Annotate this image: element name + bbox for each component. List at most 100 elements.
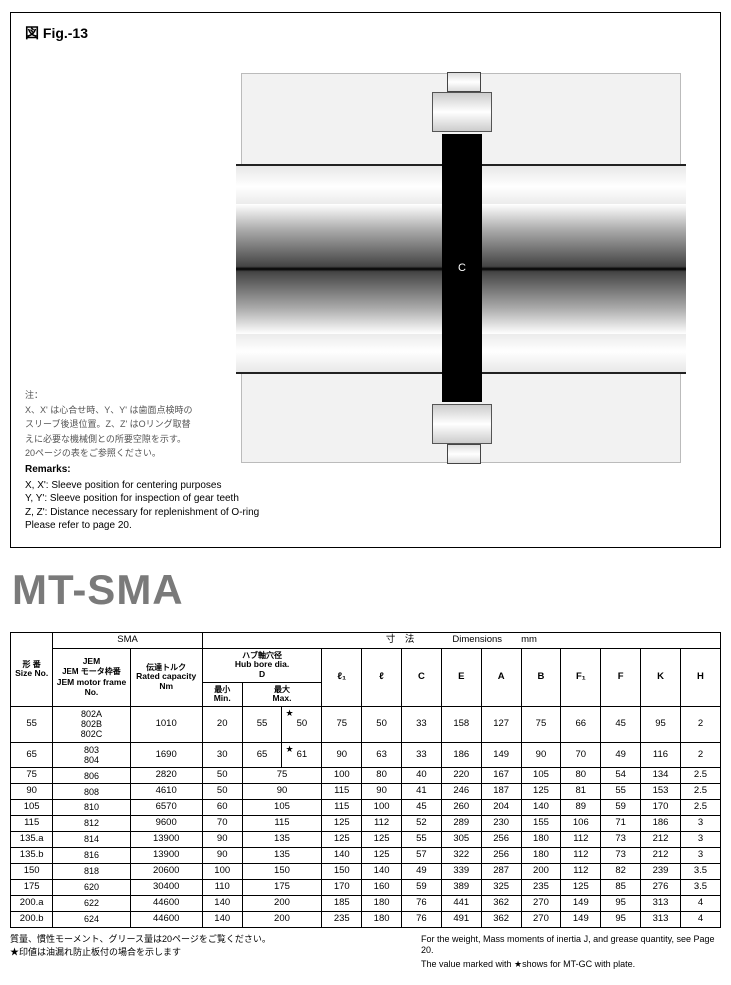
cell-B: 180 (521, 847, 561, 863)
diagram-bolt-top (432, 92, 492, 132)
cell-l1: 235 (322, 911, 362, 927)
col-F: F (601, 648, 641, 706)
cell-F1: 106 (561, 816, 601, 832)
col-sma-group: SMA (53, 633, 202, 649)
cell-torque: 2820 (130, 768, 202, 784)
cell-F: 54 (601, 768, 641, 784)
remarks-en-head: Remarks: (25, 463, 259, 477)
cell-F1: 112 (561, 863, 601, 879)
table-row: 135.a 814 13900 90 135 125 125 55 305 25… (11, 832, 721, 848)
cell-E: 322 (441, 847, 481, 863)
remarks-en-line: Please refer to page 20. (25, 519, 259, 533)
cell-K: 313 (641, 911, 681, 927)
cell-E: 186 (441, 742, 481, 768)
cell-A: 325 (481, 879, 521, 895)
cell-A: 362 (481, 911, 521, 927)
cell-F1: 112 (561, 832, 601, 848)
table-row: 135.b 816 13900 90 135 140 125 57 322 25… (11, 847, 721, 863)
cell-F: 55 (601, 784, 641, 800)
cell-C: 76 (402, 911, 442, 927)
cell-min: 100 (202, 863, 242, 879)
cell-max: 135 (242, 847, 322, 863)
cell-max: 175 (242, 879, 322, 895)
cell-B: 270 (521, 911, 561, 927)
cell-F: 73 (601, 847, 641, 863)
cell-torque: 20600 (130, 863, 202, 879)
cell-B: 155 (521, 816, 561, 832)
remarks-jp-line: スリーブ後退位置。Z、Z' はOリング取替 (25, 418, 225, 431)
table-row: 90 808 4610 50 90 115 90 41 246 187 125 … (11, 784, 721, 800)
cell-H: 3 (680, 847, 720, 863)
cell-jem: 806 (53, 768, 130, 784)
col-F1: F₁ (561, 648, 601, 706)
cell-C: 45 (402, 800, 442, 816)
cell-max: 90 (242, 784, 322, 800)
cell-torque: 4610 (130, 784, 202, 800)
footnote-line: ★印値は油漏れ防止板付の場合を示します (10, 947, 271, 959)
cell-jem: 812 (53, 816, 130, 832)
cell-torque: 6570 (130, 800, 202, 816)
cell-F1: 66 (561, 706, 601, 742)
coupling-diagram: C (241, 73, 681, 463)
cell-H: 3 (680, 832, 720, 848)
cell-E: 305 (441, 832, 481, 848)
footnotes-jp: 質量、慣性モーメント、グリース量は20ページをご覧ください。 ★印値は油漏れ防止… (10, 934, 271, 973)
col-size: 形 番 Size No. (11, 633, 53, 707)
cell-l1: 140 (322, 847, 362, 863)
cell-max: 200 (242, 911, 322, 927)
cell-A: 167 (481, 768, 521, 784)
diagram-center-gap: C (442, 134, 482, 402)
cell-jem: 818 (53, 863, 130, 879)
table-row: 65 803804 1690 30 65 ★61 90 63 33 186 14… (11, 742, 721, 768)
cell-l1: 125 (322, 832, 362, 848)
cell-min: 50 (202, 768, 242, 784)
cell-C: 59 (402, 879, 442, 895)
col-l: ℓ (362, 648, 402, 706)
cell-C: 41 (402, 784, 442, 800)
cell-min: 50 (202, 784, 242, 800)
cell-l: 180 (362, 911, 402, 927)
remarks-en-line: X, X': Sleeve position for centering pur… (25, 479, 259, 493)
remarks-japanese: 注： X、X' は心合せ時、Y、Y' は歯面点検時の スリーブ後退位置。Z、Z'… (25, 389, 225, 462)
cell-F1: 89 (561, 800, 601, 816)
cell-F: 95 (601, 895, 641, 911)
diagram-center-label: C (458, 262, 466, 274)
cell-torque: 1690 (130, 742, 202, 768)
cell-min: 140 (202, 895, 242, 911)
cell-E: 289 (441, 816, 481, 832)
col-l1: ℓ₁ (322, 648, 362, 706)
cell-max2: ★61 (282, 742, 322, 768)
cell-max: 115 (242, 816, 322, 832)
cell-F1: 81 (561, 784, 601, 800)
cell-F: 82 (601, 863, 641, 879)
cell-K: 212 (641, 832, 681, 848)
cell-max1: 65 (242, 742, 282, 768)
cell-A: 256 (481, 847, 521, 863)
remarks-en-line: Z, Z': Distance necessary for replenishm… (25, 506, 259, 520)
cell-E: 441 (441, 895, 481, 911)
col-B: B (521, 648, 561, 706)
cell-F: 49 (601, 742, 641, 768)
cell-K: 212 (641, 847, 681, 863)
cell-E: 158 (441, 706, 481, 742)
cell-l: 50 (362, 706, 402, 742)
cell-B: 200 (521, 863, 561, 879)
cell-jem: 803804 (53, 742, 130, 768)
cell-H: 3 (680, 816, 720, 832)
cell-l1: 115 (322, 800, 362, 816)
table-row: 175 620 30400 110 175 170 160 59 389 325… (11, 879, 721, 895)
cell-size: 75 (11, 768, 53, 784)
cell-F1: 112 (561, 847, 601, 863)
cell-F: 73 (601, 832, 641, 848)
cell-E: 339 (441, 863, 481, 879)
cell-size: 150 (11, 863, 53, 879)
cell-jem: 814 (53, 832, 130, 848)
cell-l: 100 (362, 800, 402, 816)
cell-min: 90 (202, 832, 242, 848)
diagram-nut-bottom (447, 444, 481, 464)
cell-min: 30 (202, 742, 242, 768)
cell-torque: 44600 (130, 895, 202, 911)
cell-A: 204 (481, 800, 521, 816)
col-H: H (680, 648, 720, 706)
cell-l: 160 (362, 879, 402, 895)
